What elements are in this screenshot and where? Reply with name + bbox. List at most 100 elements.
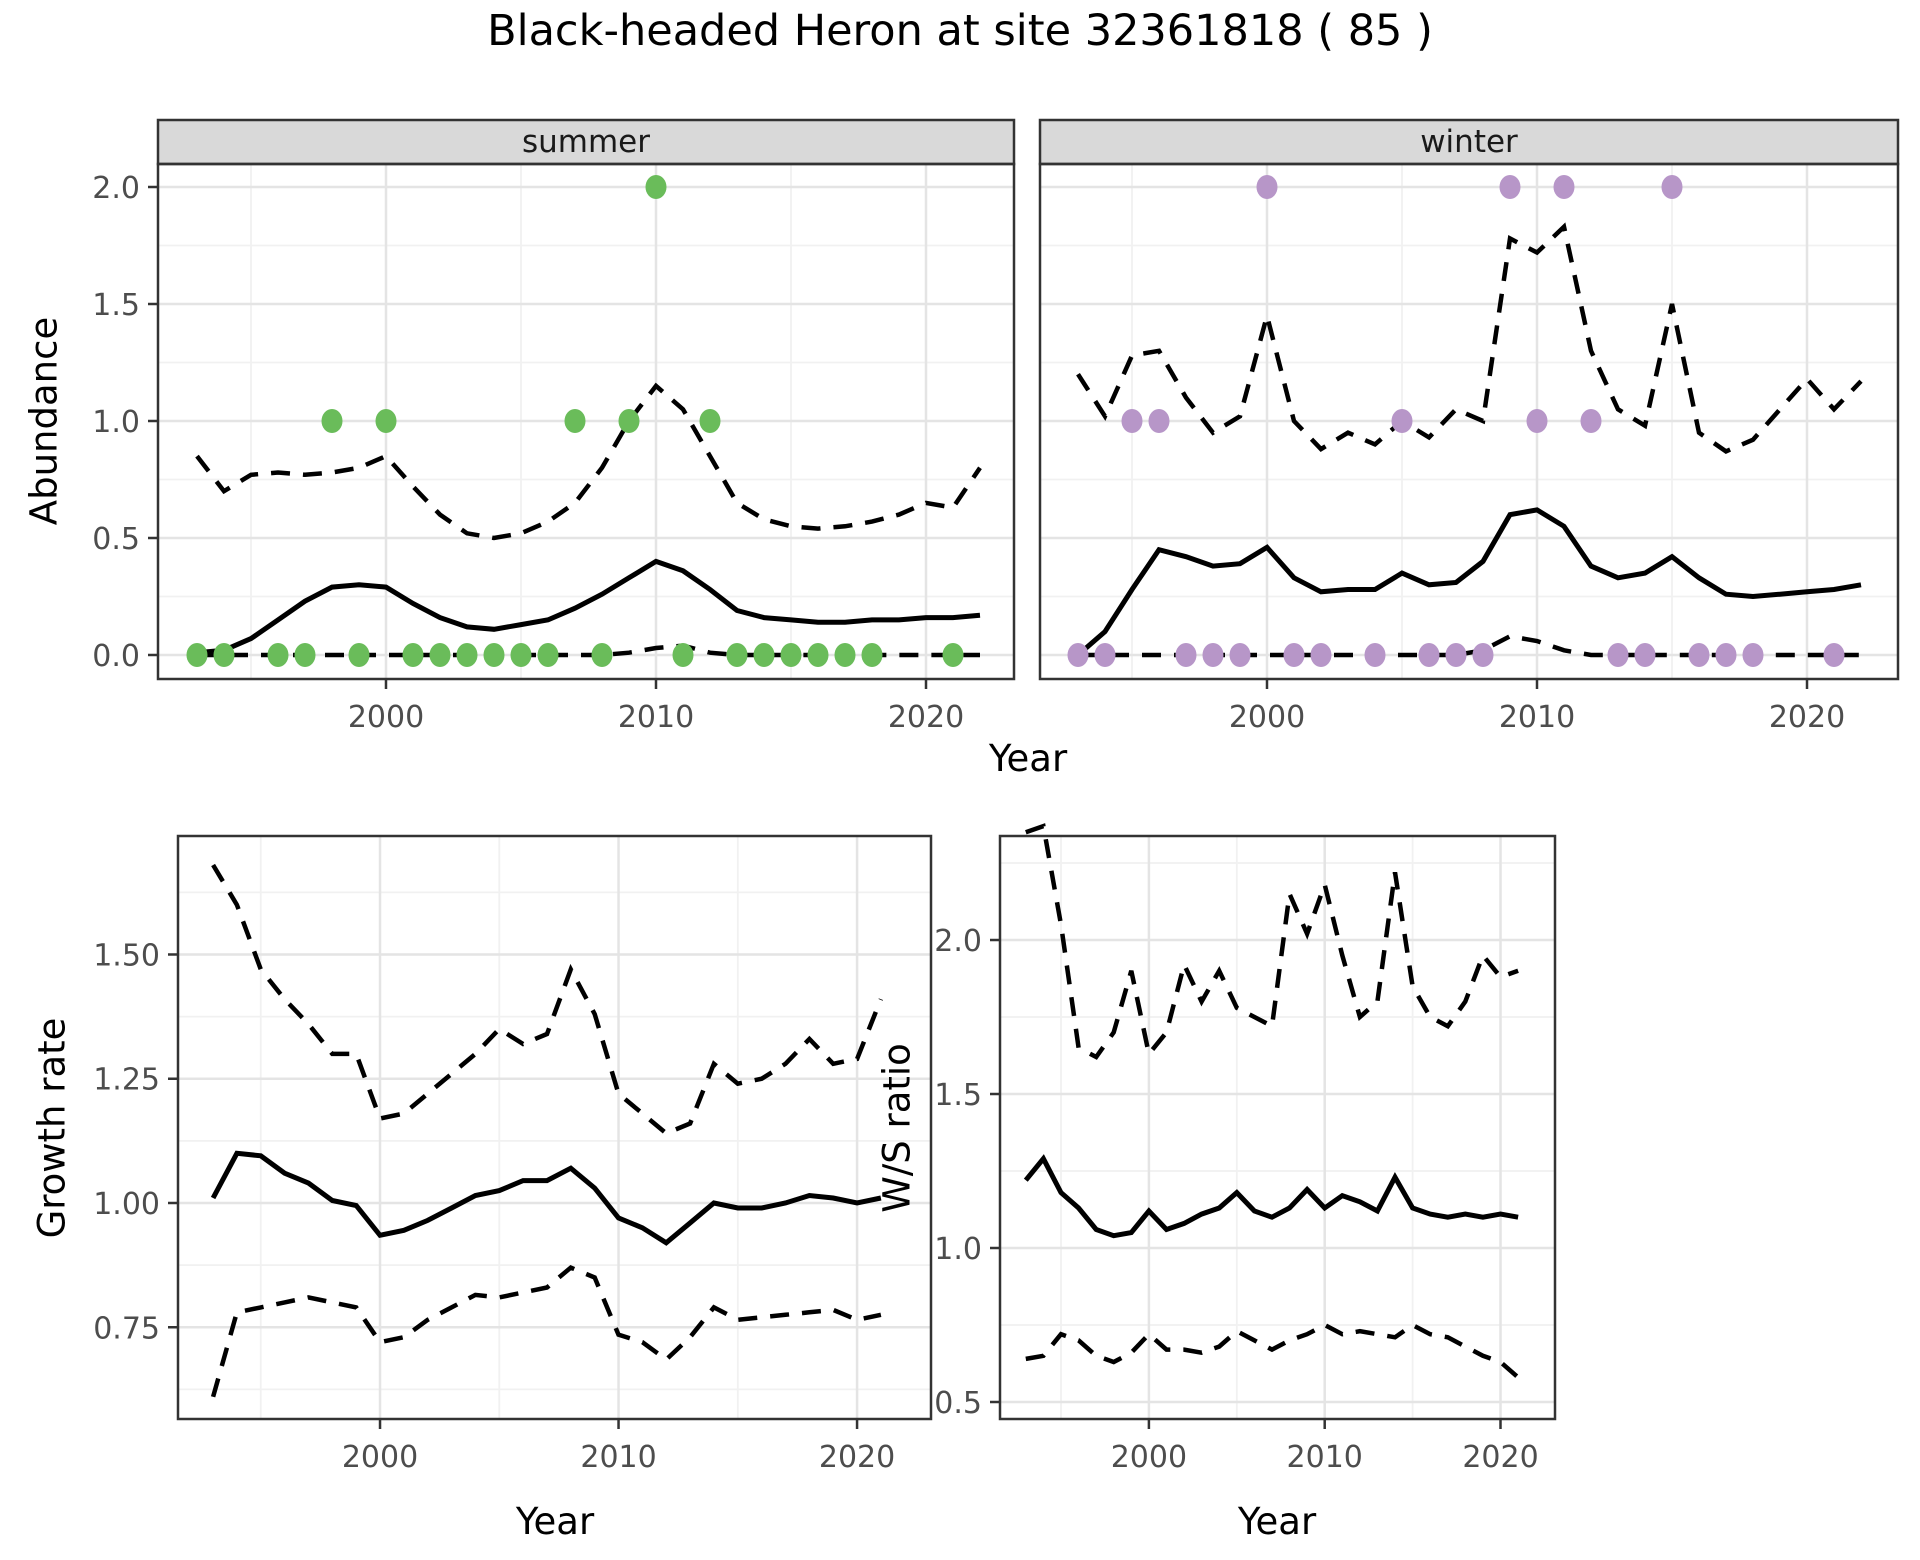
observation-point bbox=[672, 643, 694, 667]
ci-upper-line bbox=[211, 863, 883, 1137]
panel-border bbox=[998, 834, 1557, 1421]
observation-point bbox=[510, 643, 532, 667]
axis-ticks: 2000 2010 2020 0.75 1.00 1.25 1.50 bbox=[93, 938, 895, 1475]
x-tick-label: 2010 bbox=[580, 1440, 656, 1475]
observation-point bbox=[807, 643, 829, 667]
observation-point bbox=[213, 643, 235, 667]
y-tick-label: 1.0 bbox=[934, 1232, 982, 1267]
observation-point bbox=[1715, 643, 1737, 667]
observation-point bbox=[1202, 643, 1224, 667]
mean-line bbox=[1076, 507, 1862, 657]
observation-point bbox=[1661, 175, 1683, 199]
y-tick-label: 2.0 bbox=[934, 924, 982, 959]
observation-point bbox=[699, 409, 721, 433]
page-title: Black-headed Heron at site 32361818 ( 85… bbox=[487, 6, 1433, 56]
observation-point bbox=[1742, 643, 1764, 667]
axis-ticks: 2000 2010 2020 bbox=[1229, 679, 1845, 735]
observation-point bbox=[1310, 643, 1332, 667]
x-tick-label: 2000 bbox=[348, 700, 424, 735]
observation-point bbox=[1526, 409, 1548, 433]
x-tick-label: 2010 bbox=[618, 700, 694, 735]
x-tick-label: 2020 bbox=[819, 1440, 895, 1475]
gridlines bbox=[1000, 836, 1555, 1419]
observation-point bbox=[1823, 643, 1845, 667]
panel-background bbox=[1000, 836, 1555, 1419]
mean-line bbox=[1023, 1154, 1519, 1239]
observation-point bbox=[1067, 643, 1089, 667]
observation-point bbox=[321, 409, 343, 433]
observation-point bbox=[618, 409, 640, 433]
observation-point bbox=[429, 643, 451, 667]
observation-point bbox=[753, 643, 775, 667]
observation-point bbox=[861, 643, 883, 667]
observation-point bbox=[1445, 643, 1467, 667]
panel-ws-ratio: 2000 2010 2020 0.5 1.0 1.5 2.0 bbox=[934, 823, 1557, 1475]
observation-point bbox=[780, 643, 802, 667]
observation-point bbox=[294, 643, 316, 667]
x-tick-label: 2010 bbox=[1499, 700, 1575, 735]
observation-point bbox=[1607, 643, 1629, 667]
observation-point bbox=[1418, 643, 1440, 667]
x-tick-label: 2000 bbox=[342, 1440, 418, 1475]
y-tick-label: 0.5 bbox=[934, 1386, 982, 1421]
observation-point bbox=[1175, 643, 1197, 667]
observation-point bbox=[1688, 643, 1710, 667]
x-tick-label: 2020 bbox=[1769, 700, 1845, 735]
ci-lower-line bbox=[210, 1264, 882, 1398]
observation-point bbox=[1148, 409, 1170, 433]
observation-point bbox=[1283, 643, 1305, 667]
observation-point bbox=[1391, 409, 1413, 433]
x-tick-label: 2000 bbox=[1229, 700, 1305, 735]
observation-point bbox=[1229, 643, 1251, 667]
observation-point bbox=[483, 643, 505, 667]
panel-border bbox=[176, 834, 933, 1421]
facet-strip-label-summer: summer bbox=[521, 124, 650, 160]
ws-x-axis-title: Year bbox=[1237, 1500, 1317, 1543]
observation-point bbox=[564, 409, 586, 433]
x-tick-label: 2010 bbox=[1287, 1440, 1363, 1475]
y-tick-label: 1.5 bbox=[934, 1078, 982, 1113]
observation-point bbox=[1634, 643, 1656, 667]
gridlines bbox=[178, 836, 931, 1419]
facet-strip-label-winter: winter bbox=[1420, 124, 1518, 160]
ci-lower-line bbox=[1025, 1322, 1520, 1380]
panel-growth-rate: 2000 2010 2020 0.75 1.00 1.25 1.50 bbox=[93, 834, 933, 1475]
observation-point bbox=[375, 409, 397, 433]
mean-line bbox=[210, 1150, 882, 1246]
y-tick-label: 0.0 bbox=[92, 639, 140, 674]
axis-ticks: 2000 2010 2020 0.5 1.0 1.5 2.0 bbox=[934, 924, 1538, 1475]
x-tick-label: 2020 bbox=[888, 700, 964, 735]
observation-point bbox=[942, 643, 964, 667]
panel-winter: 2000 2010 2020 bbox=[1038, 118, 1900, 735]
observation-point bbox=[726, 643, 748, 667]
observation-point bbox=[1499, 175, 1521, 199]
y-tick-label: 1.0 bbox=[92, 405, 140, 440]
observation-point bbox=[537, 643, 559, 667]
y-tick-label: 0.5 bbox=[92, 522, 140, 557]
growth-x-axis-title: Year bbox=[515, 1500, 595, 1543]
observation-point bbox=[1580, 409, 1602, 433]
mean-line bbox=[196, 558, 981, 656]
top-x-axis-title: Year bbox=[988, 737, 1068, 780]
panel-border bbox=[1038, 162, 1900, 681]
observation-point bbox=[402, 643, 424, 667]
y-tick-label: 2.0 bbox=[92, 171, 140, 206]
observation-point bbox=[1364, 643, 1386, 667]
abundance-axis-title: Abundance bbox=[22, 316, 66, 526]
observation-point bbox=[1094, 643, 1116, 667]
observation-point bbox=[1256, 175, 1278, 199]
y-tick-label: 0.75 bbox=[93, 1311, 160, 1346]
observation-point bbox=[348, 643, 370, 667]
y-tick-label: 1.25 bbox=[93, 1063, 160, 1098]
panel-background bbox=[178, 836, 931, 1419]
observation-point bbox=[456, 643, 478, 667]
y-tick-label: 1.5 bbox=[92, 288, 140, 323]
x-tick-label: 2020 bbox=[1462, 1440, 1538, 1475]
ci-upper-line bbox=[195, 382, 982, 541]
ci-upper-line bbox=[1076, 222, 1863, 454]
ws-ratio-axis-title: W/S ratio bbox=[875, 1043, 919, 1213]
observation-point bbox=[834, 643, 856, 667]
y-tick-label: 1.50 bbox=[93, 938, 160, 973]
